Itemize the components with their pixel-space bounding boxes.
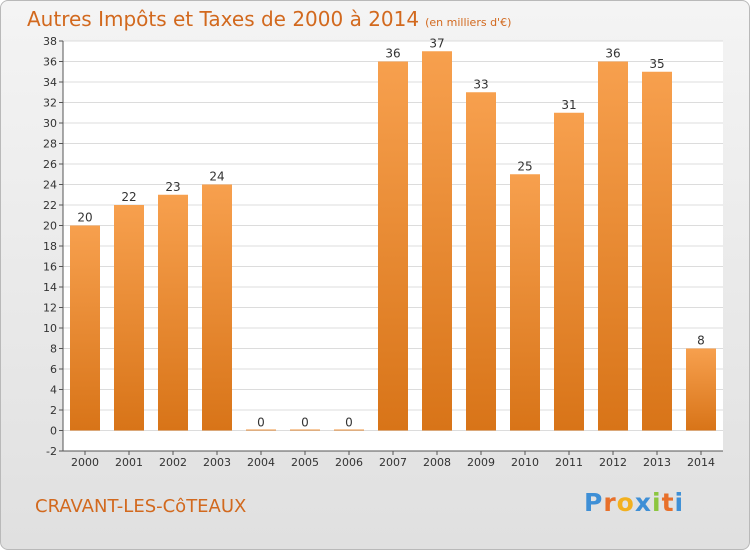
y-tick-label: 30: [43, 117, 57, 130]
data-label: 36: [385, 47, 400, 61]
x-tick-label: 2000: [71, 456, 99, 469]
logo-letter: P: [584, 488, 604, 517]
x-tick-label: 2010: [511, 456, 539, 469]
bar: [70, 225, 100, 431]
x-tick-label: 2013: [643, 456, 671, 469]
chart-title-text: Autres Impôts et Taxes de 2000 à 2014: [27, 7, 420, 31]
bar: [686, 348, 716, 431]
data-label: 0: [345, 416, 353, 430]
y-tick-label: 38: [43, 35, 57, 48]
y-tick-label: 34: [43, 76, 57, 89]
x-tick-label: 2003: [203, 456, 231, 469]
y-tick-label: 12: [43, 302, 57, 315]
proxiti-logo: Proxiti: [584, 488, 684, 517]
data-label: 25: [517, 159, 532, 173]
x-tick-label: 2001: [115, 456, 143, 469]
data-label: 0: [301, 416, 309, 430]
y-tick-label: 16: [43, 261, 57, 274]
y-tick-label: 18: [43, 240, 57, 253]
x-axis-ticks: 2000 2001 2002 2003 2004 2005 2006 2007 2008 2009…: [71, 451, 715, 469]
y-tick-label: 8: [50, 343, 57, 356]
bar: [114, 205, 144, 431]
logo-letter: o: [616, 488, 635, 517]
bar: [642, 71, 672, 431]
data-label: 37: [429, 36, 444, 50]
y-tick-label: 0: [50, 425, 57, 438]
y-tick-label: 28: [43, 138, 57, 151]
commune-name: CRAVANT-LES-CôTEAUX: [35, 496, 247, 517]
logo-letter: i: [652, 488, 662, 517]
bar: [422, 51, 452, 431]
x-tick-label: 2011: [555, 456, 583, 469]
bar: [378, 61, 408, 431]
y-tick-label: 4: [50, 384, 57, 397]
data-label: 8: [697, 334, 705, 348]
data-label: 24: [209, 170, 224, 184]
y-tick-label: 24: [43, 179, 57, 192]
bars: [70, 51, 716, 431]
y-tick-label: 10: [43, 322, 57, 335]
x-tick-label: 2009: [467, 456, 495, 469]
y-tick-label: 36: [43, 56, 57, 69]
y-tick-label: 2: [50, 404, 57, 417]
x-tick-label: 2006: [335, 456, 363, 469]
data-label: 0: [257, 416, 265, 430]
x-tick-label: 2005: [291, 456, 319, 469]
x-tick-label: 2004: [247, 456, 275, 469]
bar: [510, 174, 540, 431]
x-tick-label: 2014: [687, 456, 715, 469]
bar: [598, 61, 628, 431]
bar: [202, 184, 232, 431]
data-label: 22: [121, 190, 136, 204]
x-tick-label: 2002: [159, 456, 187, 469]
chart-unit: (en milliers d'€): [425, 16, 512, 29]
bar: [334, 429, 364, 431]
data-label: 31: [561, 98, 576, 112]
bar: [290, 429, 320, 431]
x-tick-label: 2012: [599, 456, 627, 469]
x-tick-label: 2008: [423, 456, 451, 469]
y-tick-label: 20: [43, 220, 57, 233]
data-label: 23: [165, 180, 180, 194]
data-label: 35: [649, 57, 664, 71]
data-labels: 20 22 23 24 0 0 0 36 37 33 25 31 36 35 8: [77, 36, 704, 429]
logo-letter: x: [634, 488, 652, 517]
logo-letter: t: [661, 488, 675, 517]
data-label: 20: [77, 211, 92, 225]
y-tick-label: -2: [46, 445, 57, 458]
y-tick-label: 22: [43, 199, 57, 212]
bar: [158, 194, 188, 431]
logo-letter: i: [674, 488, 685, 517]
bar: [246, 429, 276, 431]
y-tick-label: 14: [43, 281, 57, 294]
x-tick-label: 2007: [379, 456, 407, 469]
data-label: 36: [605, 47, 620, 61]
bar: [554, 112, 584, 431]
y-tick-label: 32: [43, 97, 57, 110]
y-tick-label: 26: [43, 158, 57, 171]
bar: [466, 92, 496, 431]
logo-letter: r: [603, 488, 617, 517]
y-tick-label: 6: [50, 363, 57, 376]
data-label: 33: [473, 77, 488, 91]
chart-title: Autres Impôts et Taxes de 2000 à 2014 (en…: [27, 7, 511, 31]
